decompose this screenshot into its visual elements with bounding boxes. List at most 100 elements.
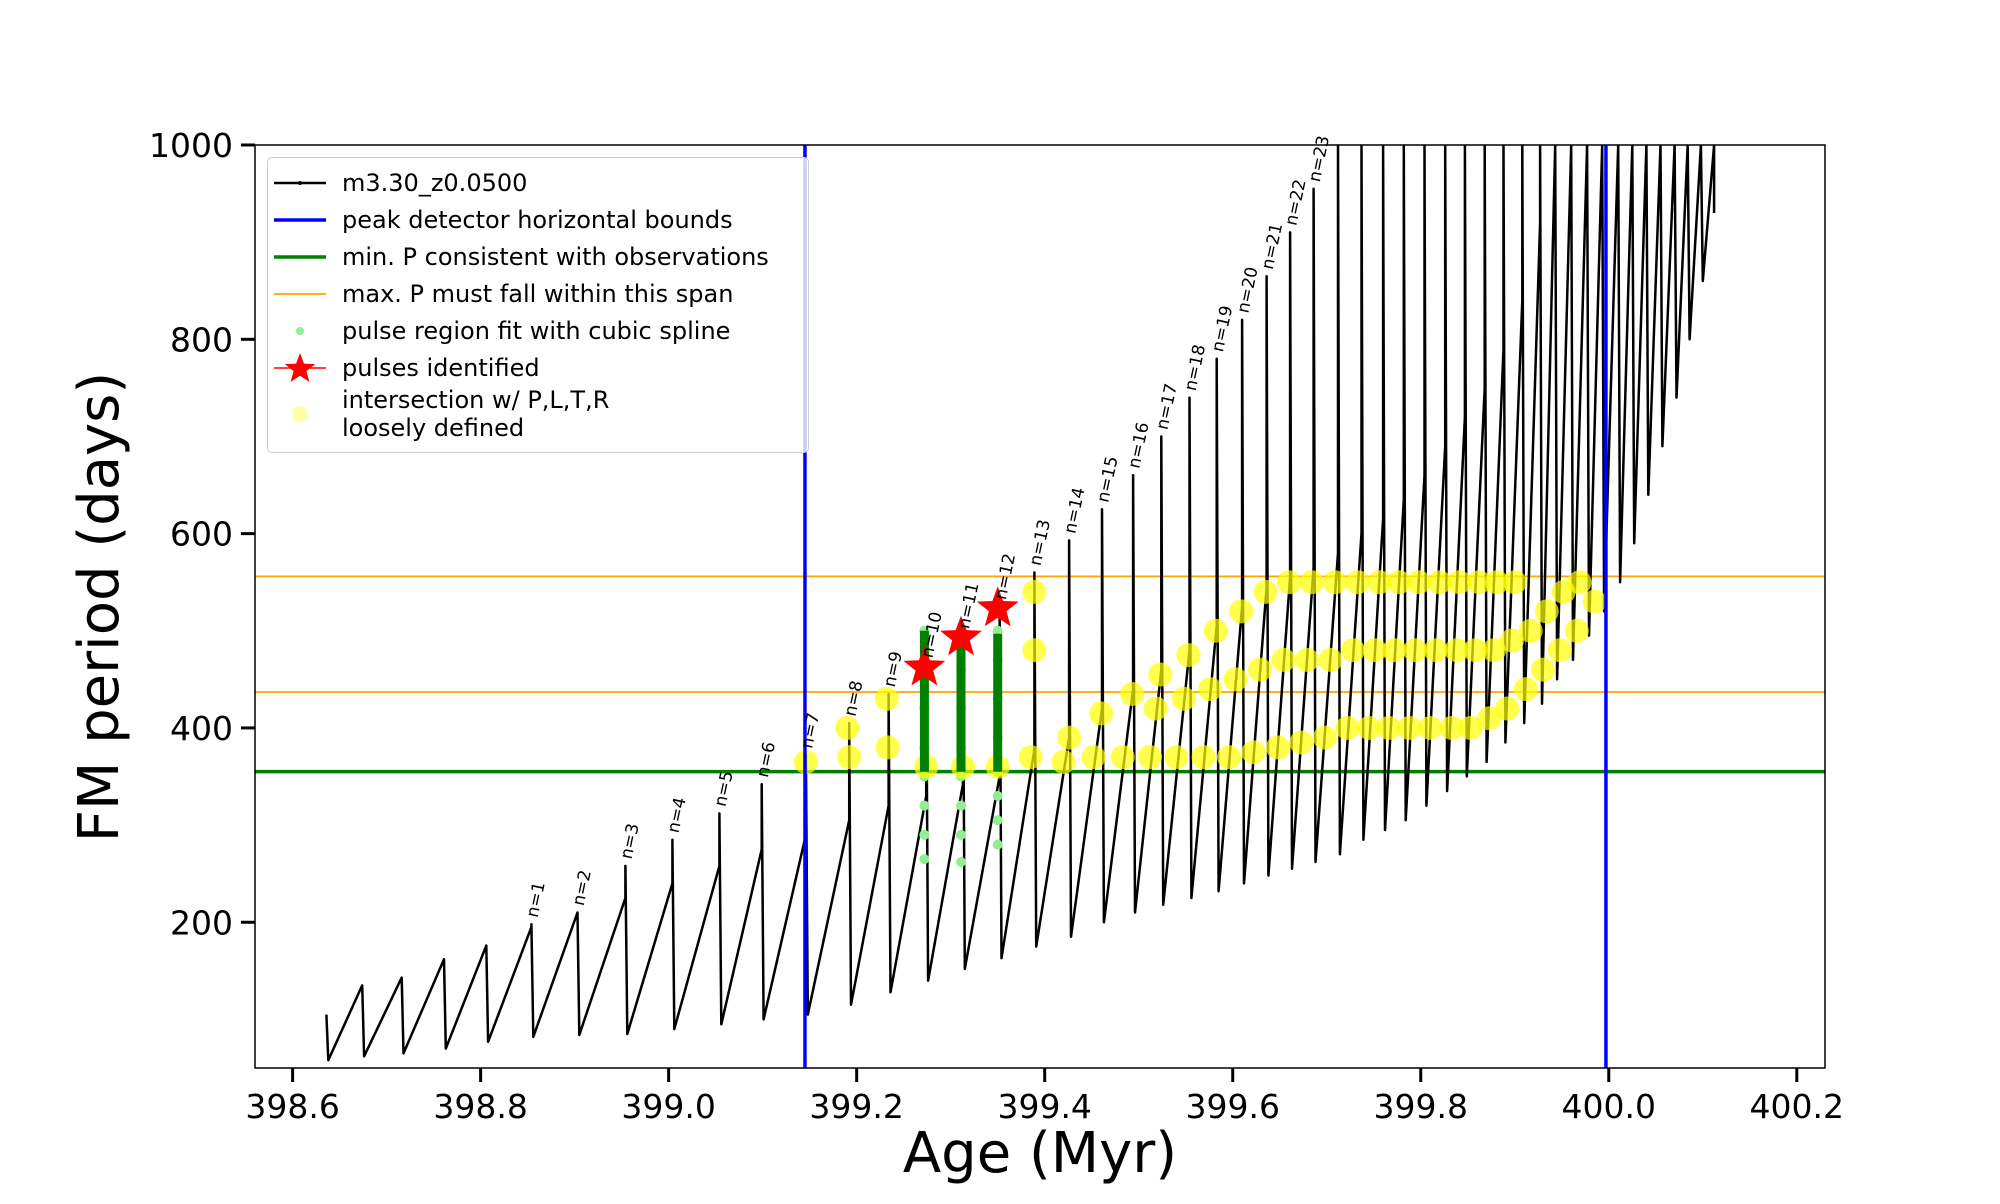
legend-label: peak detector horizontal bounds [342,205,733,234]
scatter-point [1499,628,1524,653]
scatter-point [1367,570,1392,595]
legend-dot [298,180,302,185]
scatter-point [1318,647,1343,672]
scatter-point [1164,745,1189,770]
scatter-point [1423,638,1448,663]
legend-star [284,352,316,382]
y-tick-label: 1000 [149,126,233,165]
annotation: n=11 [954,581,983,631]
scatter-point [1148,662,1173,687]
scatter-point [992,815,1003,826]
scatter-point [1022,579,1047,604]
annotation: n=5 [711,769,738,808]
x-tick-label: 398.6 [245,1087,339,1126]
scatter-point [835,715,860,740]
y-tick-label: 200 [170,903,233,942]
scatter-point [1477,706,1502,731]
legend-dot [296,326,304,335]
scatter-point [1447,570,1472,595]
scatter-point [1253,579,1278,604]
scatter-point [919,829,930,840]
annotation: n=15 [1093,455,1122,505]
annotation: n=10 [918,610,947,660]
annotation: n=14 [1060,486,1089,536]
scatter-point [1482,638,1507,663]
legend-marker [292,406,308,422]
legend-entry: m3.30_z0.0500 [268,164,808,201]
scatter-point [956,800,967,811]
scatter-point [874,686,899,711]
x-axis-title: Age (Myr) [903,1121,1177,1186]
scatter-point [1089,701,1114,726]
scatter-point [1294,647,1319,672]
scatter-point [1289,730,1314,755]
scatter-point [1403,638,1428,663]
scatter-point [992,790,1003,801]
scatter-point [1547,638,1572,663]
legend-entry: peak detector horizontal bounds [268,201,808,238]
scatter-point [1502,570,1527,595]
data-line [325,145,1716,1062]
scatter-point [1362,638,1387,663]
scatter-point [1382,638,1407,663]
x-tick-label: 399.0 [621,1087,715,1126]
scatter-point [1514,677,1539,702]
x-tick-label: 400.2 [1750,1087,1844,1126]
legend-entry: max. P must fall within this span [268,275,808,312]
scatter-point [1427,570,1452,595]
scatter-point [1357,715,1382,740]
scatter-point [1110,745,1135,770]
scatter-point [1467,570,1492,595]
annotation: n=17 [1153,382,1182,432]
annotation: n=21 [1258,221,1287,271]
legend-label: m3.30_z0.0500 [342,168,528,197]
scatter-point [875,735,900,760]
legend-entry: min. P consistent with observations [268,238,808,275]
scatter-point [956,857,967,868]
scatter-point [837,745,862,770]
scatter-point [1271,647,1296,672]
y-tick-label: 800 [170,320,233,359]
scatter-point [992,625,1003,636]
scatter-point [1564,618,1589,643]
scatter-point [1223,667,1248,692]
legend-marker [274,352,326,382]
scatter-point [1463,638,1488,663]
legend-label: min. P consistent with observations [342,242,769,271]
plot-area [255,145,1825,1068]
scatter-point [1458,715,1483,740]
x-tick-label: 399.6 [1185,1087,1279,1126]
scatter-point [1265,735,1290,760]
scatter-point [1203,618,1228,643]
scatter-point [1484,570,1509,595]
legend-entry: pulses identified [268,349,808,386]
scatter-point [1444,638,1469,663]
scatter-point [1582,589,1607,614]
annotation: n=7 [797,711,824,750]
y-tick-label: 600 [170,515,233,554]
y-axis-title: FM period (days) [67,372,132,842]
scatter-point [956,829,967,840]
annotation: n=1 [523,880,550,919]
x-tick-label: 399.8 [1374,1087,1468,1126]
annotation: n=9 [880,650,907,689]
star-marker [903,645,946,686]
legend-label: max. P must fall within this span [342,279,734,308]
legend-marker [274,292,326,295]
scatter-point [1335,715,1360,740]
y-tick-label: 400 [170,709,233,748]
scatter-point [1534,599,1559,624]
annotation: n=16 [1124,421,1153,471]
annotation: n=6 [753,740,780,779]
scatter-point [1323,570,1348,595]
annotation: n=3 [617,822,644,861]
scatter-point [1387,570,1412,595]
annotation: n=22 [1281,178,1310,228]
star-marker [976,586,1019,627]
scatter-point [1176,643,1201,668]
scatter-point [1191,745,1216,770]
scatter-point [1241,740,1266,765]
legend-label: intersection w/ P,L,T,R loosely defined [342,386,610,442]
